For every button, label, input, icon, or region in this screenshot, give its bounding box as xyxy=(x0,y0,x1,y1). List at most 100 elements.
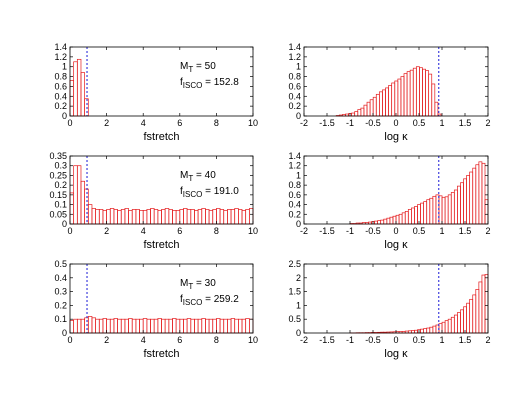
bar xyxy=(441,196,446,225)
bar xyxy=(128,318,133,334)
x-tick-label: 0.5 xyxy=(413,226,426,236)
bar xyxy=(91,317,96,334)
bar xyxy=(415,66,420,117)
bar xyxy=(484,274,489,334)
annotation-mass: MT = 40 xyxy=(180,170,216,183)
bar xyxy=(407,209,412,225)
bar xyxy=(124,318,129,334)
y-tick-label: 1.4 xyxy=(54,42,67,52)
bar xyxy=(124,208,129,225)
y-tick-label: 1.2 xyxy=(54,52,67,62)
bar xyxy=(391,82,396,117)
bar xyxy=(73,165,78,225)
bar xyxy=(168,318,173,334)
x-tick-label: -1.5 xyxy=(319,118,335,128)
y-tick-label: 1.2 xyxy=(288,161,301,171)
x-axis-label: log κ xyxy=(384,239,408,251)
y-tick-label: 0.1 xyxy=(54,200,67,210)
bar xyxy=(453,314,458,334)
panel-4: -2 -1.5 -1 -0.5 0 0.5 1 1.5 200.20.40.60.811.21.… xyxy=(288,151,490,251)
annotation-mass: MT = 30 xyxy=(180,278,216,291)
x-tick-label: 1 xyxy=(439,335,444,345)
x-tick-label: 2 xyxy=(104,335,109,345)
plot-frame xyxy=(69,155,254,225)
bar xyxy=(238,209,243,225)
y-tick-label: 0.4 xyxy=(288,200,301,210)
y-tick-label: 0.8 xyxy=(288,72,301,82)
bar xyxy=(230,209,236,225)
bar xyxy=(401,212,406,225)
bar xyxy=(481,274,486,334)
bar xyxy=(197,318,203,334)
x-tick-label: 1.5 xyxy=(459,118,472,128)
x-tick-label: 8 xyxy=(214,335,219,345)
y-tick-label: 0.5 xyxy=(54,259,67,269)
y-tick-label: 1.4 xyxy=(288,42,301,52)
bar xyxy=(432,325,437,334)
bar xyxy=(76,165,82,225)
bar xyxy=(84,188,89,225)
bar xyxy=(423,201,428,225)
bar xyxy=(164,208,170,225)
bar xyxy=(183,208,188,225)
bar xyxy=(428,73,433,117)
annotation-frequency: fISCO = 152.8 xyxy=(180,77,239,90)
bar xyxy=(395,214,400,225)
bar xyxy=(414,329,418,334)
bar xyxy=(161,318,166,334)
bar xyxy=(457,185,461,225)
bar xyxy=(106,318,111,334)
bar xyxy=(434,101,439,117)
x-tick-label: -1 xyxy=(346,226,354,236)
bar xyxy=(164,318,170,334)
bar xyxy=(197,209,203,225)
bar xyxy=(131,318,137,334)
y-tick-label: 0.15 xyxy=(49,190,67,200)
bar xyxy=(366,101,371,117)
x-tick-label: 8 xyxy=(214,226,219,236)
bar xyxy=(386,217,391,225)
bar xyxy=(73,61,78,117)
bar xyxy=(245,318,250,334)
bar xyxy=(150,208,155,225)
bar xyxy=(190,209,195,225)
y-tick-label: 0.2 xyxy=(54,101,67,111)
bar xyxy=(80,180,85,225)
bar xyxy=(447,194,452,225)
bar xyxy=(183,318,188,334)
bar xyxy=(175,210,181,225)
bar xyxy=(414,206,418,225)
bar xyxy=(76,318,82,334)
bar xyxy=(469,171,474,225)
x-tick-label: 0 xyxy=(393,226,398,236)
bar xyxy=(422,68,426,117)
y-tick-label: 0 xyxy=(62,111,67,121)
bar xyxy=(397,78,402,117)
bar xyxy=(484,199,489,225)
x-tick-label: -0.5 xyxy=(365,118,381,128)
bar xyxy=(109,318,115,334)
bar xyxy=(142,318,148,334)
bar xyxy=(73,318,78,334)
bar xyxy=(87,316,93,334)
bar xyxy=(109,208,115,225)
x-tick-label: 0 xyxy=(67,335,72,345)
bar xyxy=(441,321,446,334)
bar xyxy=(131,209,137,225)
x-tick-label: 2 xyxy=(485,335,490,345)
bar xyxy=(419,67,423,117)
bar xyxy=(216,208,221,225)
bar xyxy=(378,91,383,117)
x-tick-label: 0.5 xyxy=(413,335,426,345)
bar xyxy=(472,167,477,225)
x-tick-label: -0.5 xyxy=(365,335,381,345)
x-tick-label: 1 xyxy=(439,118,444,128)
bar xyxy=(472,294,477,334)
bar xyxy=(216,318,221,334)
bar xyxy=(142,210,148,225)
bar xyxy=(420,328,424,334)
bar xyxy=(194,210,199,225)
bar xyxy=(186,318,192,334)
bar xyxy=(150,318,155,334)
